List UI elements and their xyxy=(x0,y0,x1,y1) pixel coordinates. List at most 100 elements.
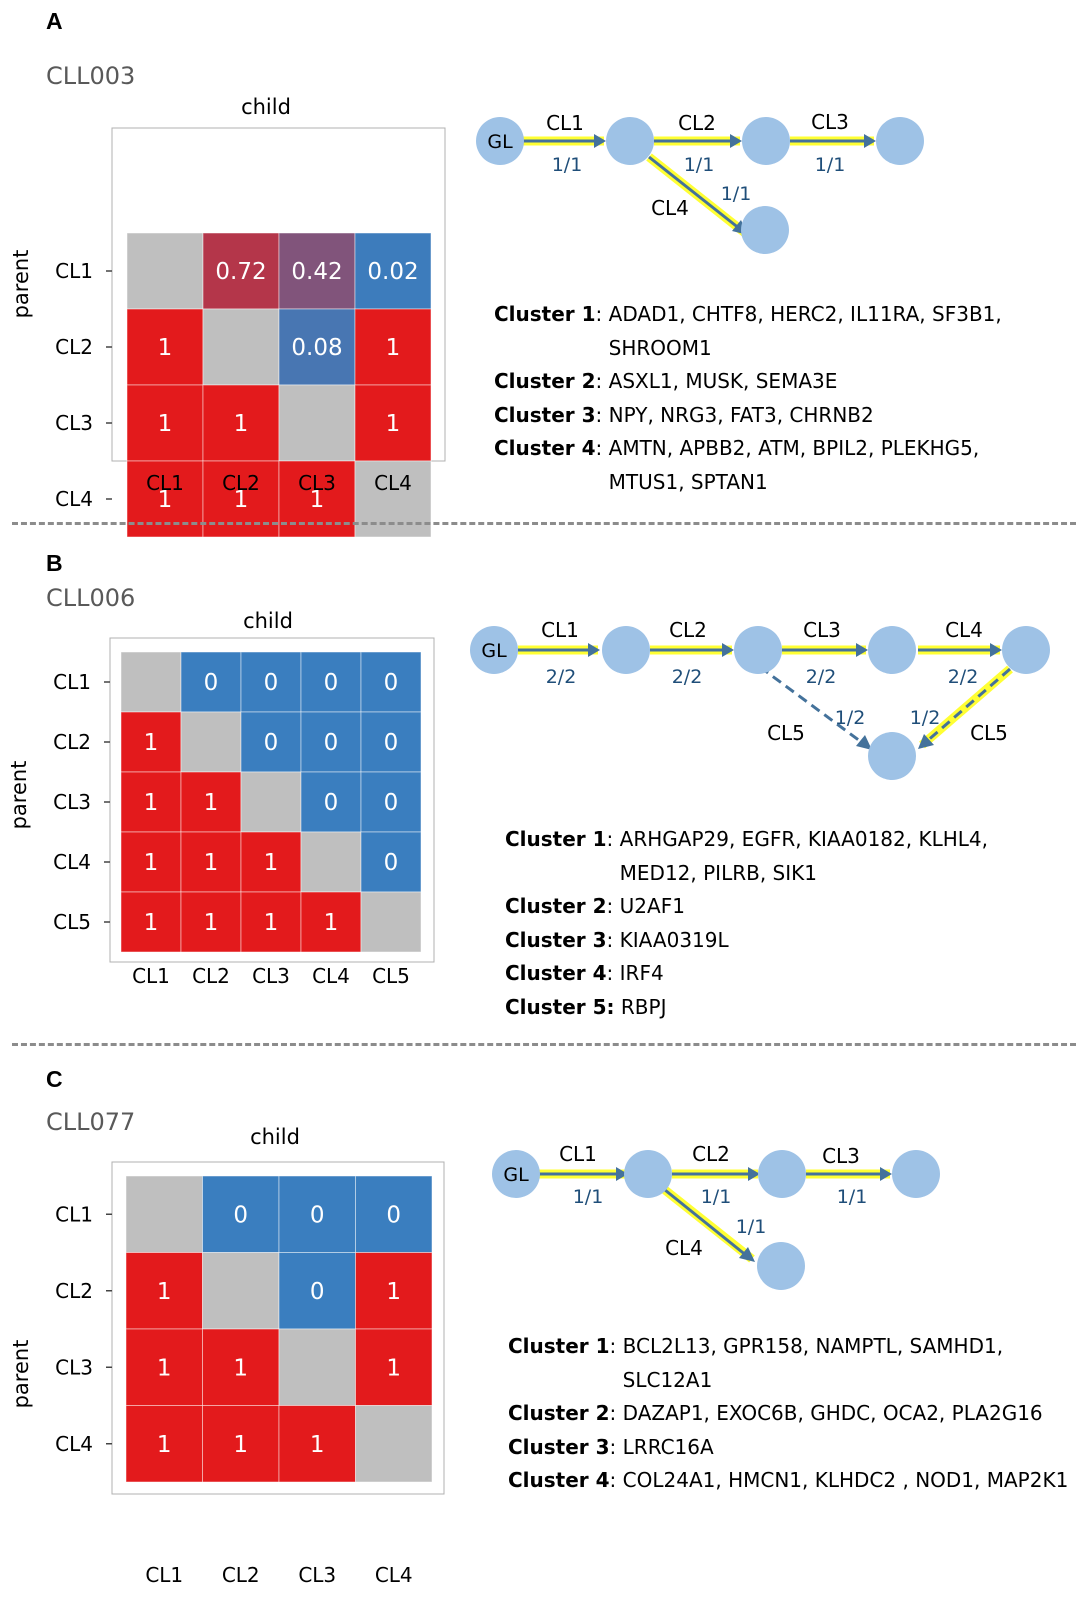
heatmap-cell xyxy=(126,384,204,462)
heatmap-cell xyxy=(120,831,182,893)
cell-value-label: 1 xyxy=(157,1432,172,1458)
cluster-row: Cluster 4: IRF4 xyxy=(505,957,1055,991)
x-tick-label: CL2 xyxy=(222,1563,260,1587)
tree-edge xyxy=(518,643,600,657)
tree-edge xyxy=(672,1167,760,1181)
cluster-genes: COL24A1, HMCN1, KLHDC2 , NOD1, MAP2K1 xyxy=(622,1468,1069,1492)
heatmap-cell xyxy=(120,891,182,953)
tree-b: GL CL1 2/2 CL2 2/2 CL3 2/2 CL4 2/2 CL5 1… xyxy=(470,618,1050,780)
tree-a: GL CL1 1/1 CL2 1/1 CL3 1/1 CL4 1/1 xyxy=(476,110,924,254)
cluster-list: Cluster 1: ADAD1, CHTF8, HERC2, IL11RA, … xyxy=(494,298,1054,499)
edge-label: CL4 xyxy=(651,196,689,220)
x-tick-label: CL4 xyxy=(374,471,412,495)
cell-value-label: 0 xyxy=(384,670,399,696)
edge-label: CL3 xyxy=(822,1144,860,1168)
heatmap-ylabel: parent xyxy=(9,1340,33,1409)
cell-value-label: 1 xyxy=(204,790,219,816)
tree-node xyxy=(757,1242,805,1290)
heatmap-ylabel: parent xyxy=(9,250,33,319)
cell-value-label: 0 xyxy=(386,1202,401,1228)
x-tick-label: CL1 xyxy=(132,964,170,988)
heatmap-cell xyxy=(300,831,362,893)
edge-label: CL5 xyxy=(767,721,805,745)
cell-value-label: 1 xyxy=(310,487,325,513)
tree-edge xyxy=(522,134,606,148)
y-tick-label: CL3 xyxy=(55,1355,93,1379)
cluster-name: Cluster 2 xyxy=(505,894,607,918)
tree-edge xyxy=(538,1167,628,1181)
heatmap-cell xyxy=(120,771,182,833)
cell-value-label: 1 xyxy=(157,1355,172,1381)
cluster-name: Cluster 1 xyxy=(505,827,607,851)
edge-fraction: 1/1 xyxy=(573,1186,604,1208)
x-tick-label: CL3 xyxy=(252,964,290,988)
cluster-list: Cluster 1: BCL2L13, GPR158, NAMPTL, SAMH… xyxy=(508,1330,1084,1498)
edge-fraction: 1/1 xyxy=(837,1186,868,1208)
heatmap-cell xyxy=(360,771,422,833)
cell-value-label: 1 xyxy=(233,1432,248,1458)
heatmap-c: 0 0 0 1 0 1 1 1 1 1 1 1 CL1 CL1 CL2 CL2 CL3 CL3 CL4 CL4 chi… xyxy=(9,1125,445,1587)
edge-label: CL1 xyxy=(546,111,584,135)
x-tick-label: CL2 xyxy=(192,964,230,988)
cluster-genes: DAZAP1, EXOC6B, GHDC, OCA2, PLA2G16 xyxy=(622,1401,1043,1425)
cell-value-label: 1 xyxy=(310,1432,325,1458)
y-tick-label: CL1 xyxy=(55,259,93,283)
cluster-name: Cluster 3 xyxy=(494,402,596,427)
cell-value-label: 0 xyxy=(324,730,339,756)
tree-node xyxy=(868,732,916,780)
heatmap-cell xyxy=(202,1328,280,1406)
tree-node xyxy=(734,626,782,674)
edge-label: CL4 xyxy=(945,618,983,642)
heatmap-cell xyxy=(126,232,204,310)
cluster-name: Cluster 4 xyxy=(494,436,596,460)
panel-divider xyxy=(12,1043,1076,1046)
tree-node xyxy=(602,626,650,674)
tree-edge xyxy=(782,643,868,657)
cluster-genes: IRF4 xyxy=(619,961,664,985)
edge-fraction: 1/1 xyxy=(684,154,715,176)
y-tick-label: CL5 xyxy=(53,910,91,934)
sample-title: CLL006 xyxy=(46,584,136,612)
heatmap-cell xyxy=(125,1405,203,1483)
edge-fraction: 2/2 xyxy=(948,666,979,688)
heatmap-cell xyxy=(180,771,242,833)
cell-value-label: 1 xyxy=(386,1355,401,1381)
heatmap-xlabel: child xyxy=(243,609,293,633)
tree-edge xyxy=(790,134,876,148)
y-tick-label: CL4 xyxy=(53,850,91,874)
y-tick-label: CL4 xyxy=(55,487,93,511)
cell-value-label: 0 xyxy=(324,790,339,816)
tree-edge xyxy=(806,1167,892,1181)
edge-label: CL2 xyxy=(678,111,716,135)
panel-letter: B xyxy=(46,550,63,576)
cell-value-label: 0 xyxy=(310,1202,325,1228)
heatmap-xlabel: child xyxy=(250,1125,300,1149)
tree-node xyxy=(876,117,924,165)
cell-value-label: 1 xyxy=(144,790,159,816)
tree-node-gl xyxy=(476,117,524,165)
y-tick-label: CL4 xyxy=(55,1432,93,1456)
heatmap-cell xyxy=(202,1175,280,1253)
cluster-name: Cluster 2 xyxy=(508,1401,610,1425)
heatmap-cell xyxy=(355,1175,433,1253)
edge-fraction: 1/1 xyxy=(721,183,752,205)
cell-value-label: 0 xyxy=(233,1202,248,1228)
cluster-row: Cluster 2: U2AF1 xyxy=(505,890,1055,924)
cell-value-label: 1 xyxy=(144,910,159,936)
heatmap-cell xyxy=(360,831,422,893)
heatmap-cell xyxy=(202,1252,280,1330)
cell-value-label: 0.08 xyxy=(291,335,342,361)
cluster-genes: RBPJ xyxy=(620,994,667,1019)
heatmap-cell xyxy=(278,1405,356,1483)
cluster-name: Cluster 1 xyxy=(494,302,596,326)
edge-label: CL3 xyxy=(803,618,841,642)
sample-title: CLL003 xyxy=(46,62,136,90)
cell-value-label: 1 xyxy=(386,411,401,437)
edge-label: CL2 xyxy=(692,1142,730,1166)
panel-c: C CLL077 0 0 0 1 0 1 1 1 1 1 1 1 CL1 CL1 CL2 CL2 CL3 CL3 C… xyxy=(0,1050,1086,1587)
heatmap-cell xyxy=(360,651,422,713)
tree-root-label: GL xyxy=(503,1164,529,1186)
tree-node xyxy=(868,626,916,674)
heatmap-cell xyxy=(278,1252,356,1330)
cell-value-label: 1 xyxy=(204,910,219,936)
